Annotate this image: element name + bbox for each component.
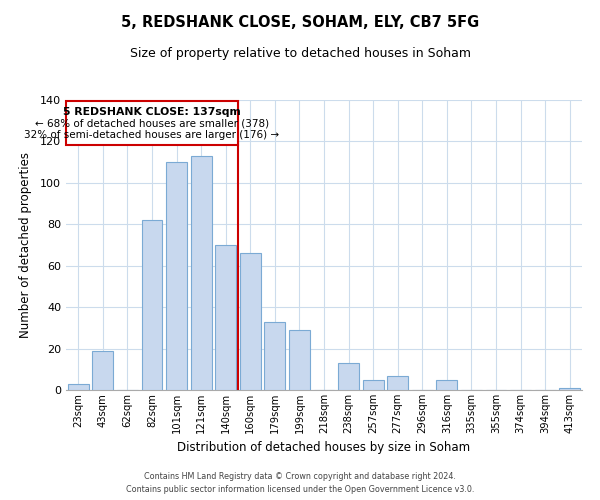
Bar: [68, 384, 89, 390]
Bar: [289, 330, 310, 390]
Bar: [191, 156, 212, 390]
Y-axis label: Number of detached properties: Number of detached properties: [19, 152, 32, 338]
Bar: [265, 322, 286, 390]
FancyBboxPatch shape: [67, 101, 238, 144]
Bar: [362, 380, 383, 390]
Bar: [559, 388, 580, 390]
Bar: [436, 380, 457, 390]
Text: Contains HM Land Registry data © Crown copyright and database right 2024.: Contains HM Land Registry data © Crown c…: [144, 472, 456, 481]
Bar: [387, 376, 408, 390]
Bar: [240, 254, 261, 390]
Bar: [338, 363, 359, 390]
Text: Contains public sector information licensed under the Open Government Licence v3: Contains public sector information licen…: [126, 484, 474, 494]
X-axis label: Distribution of detached houses by size in Soham: Distribution of detached houses by size …: [178, 442, 470, 454]
Text: ← 68% of detached houses are smaller (378): ← 68% of detached houses are smaller (37…: [35, 118, 269, 128]
Text: 5 REDSHANK CLOSE: 137sqm: 5 REDSHANK CLOSE: 137sqm: [63, 108, 241, 118]
Bar: [166, 162, 187, 390]
Text: Size of property relative to detached houses in Soham: Size of property relative to detached ho…: [130, 48, 470, 60]
Bar: [215, 245, 236, 390]
Bar: [92, 350, 113, 390]
Text: 5, REDSHANK CLOSE, SOHAM, ELY, CB7 5FG: 5, REDSHANK CLOSE, SOHAM, ELY, CB7 5FG: [121, 15, 479, 30]
Text: 32% of semi-detached houses are larger (176) →: 32% of semi-detached houses are larger (…: [25, 130, 280, 140]
Bar: [142, 220, 163, 390]
